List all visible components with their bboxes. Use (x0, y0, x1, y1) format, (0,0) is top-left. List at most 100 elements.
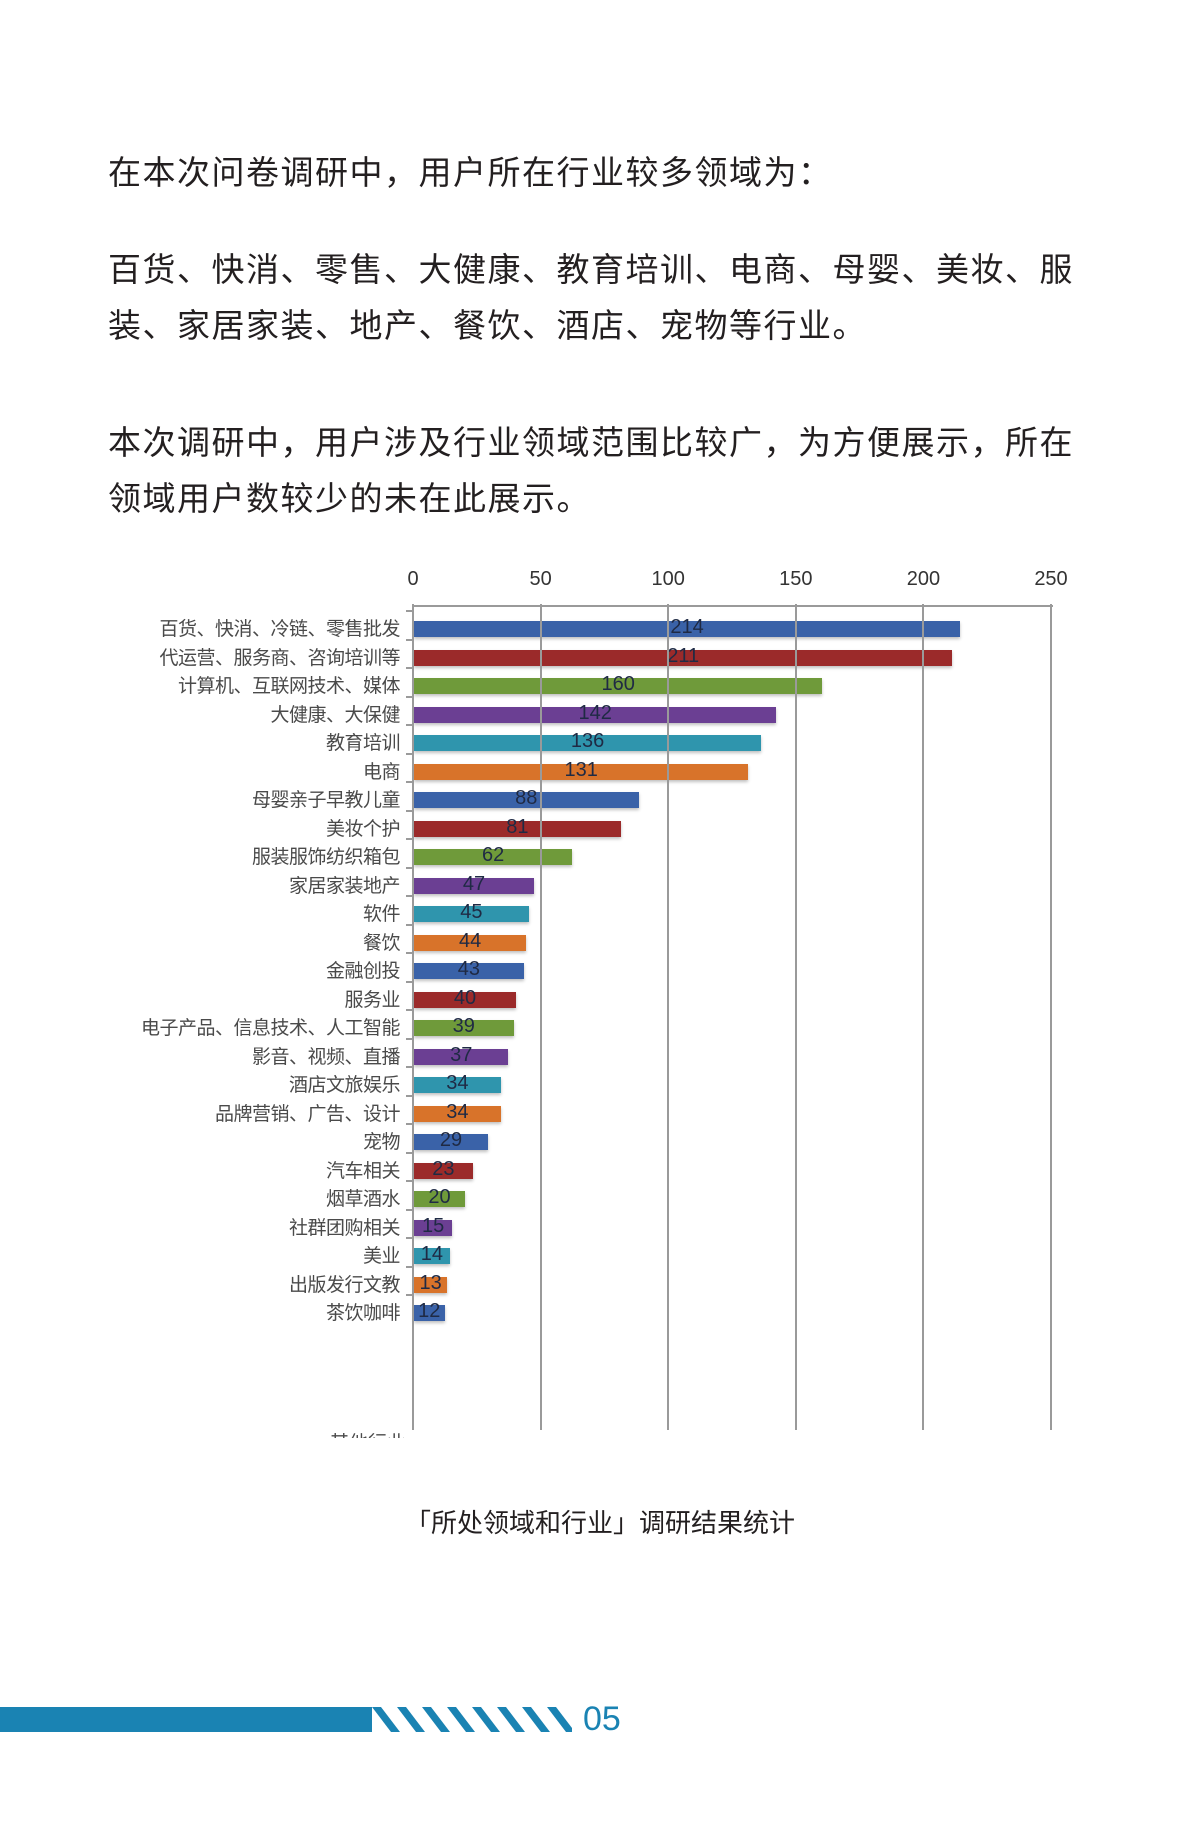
chart-row: 大健康、大保健 142 (0, 695, 1200, 730)
chart-row: 百货、快消、冷链、零售批发 214 (0, 610, 1200, 644)
gridline (794, 604, 797, 1430)
chart-row: 服装服饰纺织箱包 62 (0, 838, 1200, 872)
bar-value-label: 136 (570, 730, 605, 752)
y-tick (406, 838, 413, 840)
category-label: 百货、快消、冷链、零售批发 (159, 618, 400, 640)
footer-stripes-decoration (372, 1707, 572, 1732)
category-label: 汽车相关 (325, 1159, 401, 1182)
data-bar (414, 906, 529, 922)
x-tick-label: 100 (651, 568, 685, 590)
data-bar (414, 1134, 488, 1150)
bar-value-label: 214 (670, 616, 704, 638)
data-bar (414, 1219, 453, 1236)
y-tick (406, 809, 413, 812)
bar-value-label: 62 (481, 844, 505, 866)
bar-value-label: 37 (450, 1043, 473, 1066)
y-tick (406, 923, 413, 926)
category-label: 影音、视频、直播 (251, 1045, 401, 1068)
data-bar (414, 1276, 448, 1293)
y-tick (406, 980, 413, 983)
category-label: 软件 (362, 903, 401, 925)
bar-value-label: 88 (515, 787, 538, 809)
y-tick (406, 1265, 413, 1268)
bar-value-label: 211 (667, 644, 700, 667)
category-label: 出版发行文教 (288, 1273, 401, 1296)
chart-row: 美业 14 (0, 1237, 1200, 1271)
x-tick-label: 200 (906, 568, 941, 590)
chart-row: 宠物 29 (0, 1123, 1200, 1157)
data-bar (414, 963, 524, 979)
bar-value-label: 81 (506, 815, 529, 838)
y-tick (406, 866, 413, 869)
data-bar (414, 1191, 466, 1207)
category-label: 计算机、互联网技术、媒体 (177, 675, 401, 697)
category-label: 母婴亲子早教儿童 (251, 789, 401, 811)
y-tick (406, 1123, 413, 1125)
bar-value-label: 14 (420, 1243, 443, 1265)
category-label: 代运营、服务商、咨询培训等 (159, 646, 400, 669)
bar-value-label: 15 (422, 1214, 445, 1237)
industry-list-paragraph: 百货、快消、零售、大健康、教育培训、电商、母婴、美妆、服装、家居家装、地产、餐饮… (108, 250, 1074, 345)
x-tick-label: 250 (1034, 568, 1068, 590)
chart-row: 美妆个护 81 (0, 809, 1200, 844)
chart-row: 餐饮 44 (0, 923, 1200, 958)
chart-row: 电商 131 (0, 752, 1200, 787)
data-bar (414, 820, 621, 837)
bar-value-label: 47 (462, 872, 486, 895)
x-tick-label: 150 (779, 568, 813, 590)
y-tick (406, 1208, 413, 1211)
chart-row: 酒店文旅娱乐 34 (0, 1066, 1200, 1100)
y-tick (406, 1294, 413, 1296)
category-label: 烟草酒水 (325, 1188, 401, 1210)
gridline (922, 604, 925, 1430)
chart-row: 电子产品、信息技术、人工智能 39 (0, 1009, 1200, 1043)
chart-row: 计算机、互联网技术、媒体 160 (0, 667, 1200, 701)
y-tick (406, 695, 413, 698)
category-label: 宠物 (362, 1131, 401, 1153)
category-label: 美业 (362, 1245, 401, 1267)
y-tick (406, 781, 413, 783)
category-label: 茶饮咖啡 (325, 1302, 401, 1324)
y-tick (406, 1094, 413, 1097)
category-label: 电子产品、信息技术、人工智能 (140, 1017, 401, 1039)
y-tick (406, 952, 413, 954)
bar-value-label: 131 (564, 758, 598, 781)
y-tick (406, 1237, 413, 1239)
y-tick (406, 1151, 413, 1154)
data-bar (414, 1105, 501, 1122)
y-tick (406, 1009, 413, 1011)
x-tick-label: 0 (407, 568, 419, 590)
category-label: 服装服饰纺织箱包 (251, 846, 401, 868)
bar-value-label: 40 (453, 986, 477, 1009)
y-tick (406, 638, 413, 641)
page-number: 05 (583, 1700, 621, 1738)
data-bar (414, 1048, 509, 1065)
footer-accent-bar (0, 1707, 372, 1732)
intro-paragraph: 在本次问卷调研中，用户所在行业较多领域为： (108, 153, 833, 192)
category-label: 大健康、大保健 (270, 703, 400, 726)
category-label: 社群团购相关 (288, 1216, 401, 1239)
gridline (539, 604, 542, 1430)
data-bar (414, 1077, 501, 1093)
chart-row: 出版发行文教 13 (0, 1265, 1200, 1300)
bar-value-label: 34 (446, 1072, 469, 1094)
y-tick (406, 667, 413, 669)
chart-row: 软件 45 (0, 895, 1200, 929)
data-bar (414, 678, 823, 694)
category-label: 美妆个护 (325, 817, 401, 840)
bar-value-label: 29 (439, 1129, 463, 1151)
bar-value-label: 34 (446, 1100, 469, 1123)
chart-row: 家居家装地产 47 (0, 866, 1200, 901)
y-tick (406, 724, 413, 726)
category-label: 餐饮 (362, 931, 401, 954)
data-bar (414, 991, 517, 1008)
category-label: 酒店文旅娱乐 (288, 1074, 401, 1096)
gridline (1050, 604, 1052, 1430)
data-bar (414, 934, 527, 951)
note-paragraph: 本次调研中，用户涉及行业领域范围比较广，为方便展示，所在领域用户数较少的未在此展… (108, 423, 1074, 518)
chart-row: 品牌营销、广告、设计 34 (0, 1094, 1200, 1129)
category-label: 服务业 (344, 988, 400, 1011)
chart-row: 烟草酒水 20 (0, 1180, 1200, 1214)
bar-value-label: 45 (460, 901, 483, 923)
bar-value-label: 20 (428, 1186, 451, 1208)
